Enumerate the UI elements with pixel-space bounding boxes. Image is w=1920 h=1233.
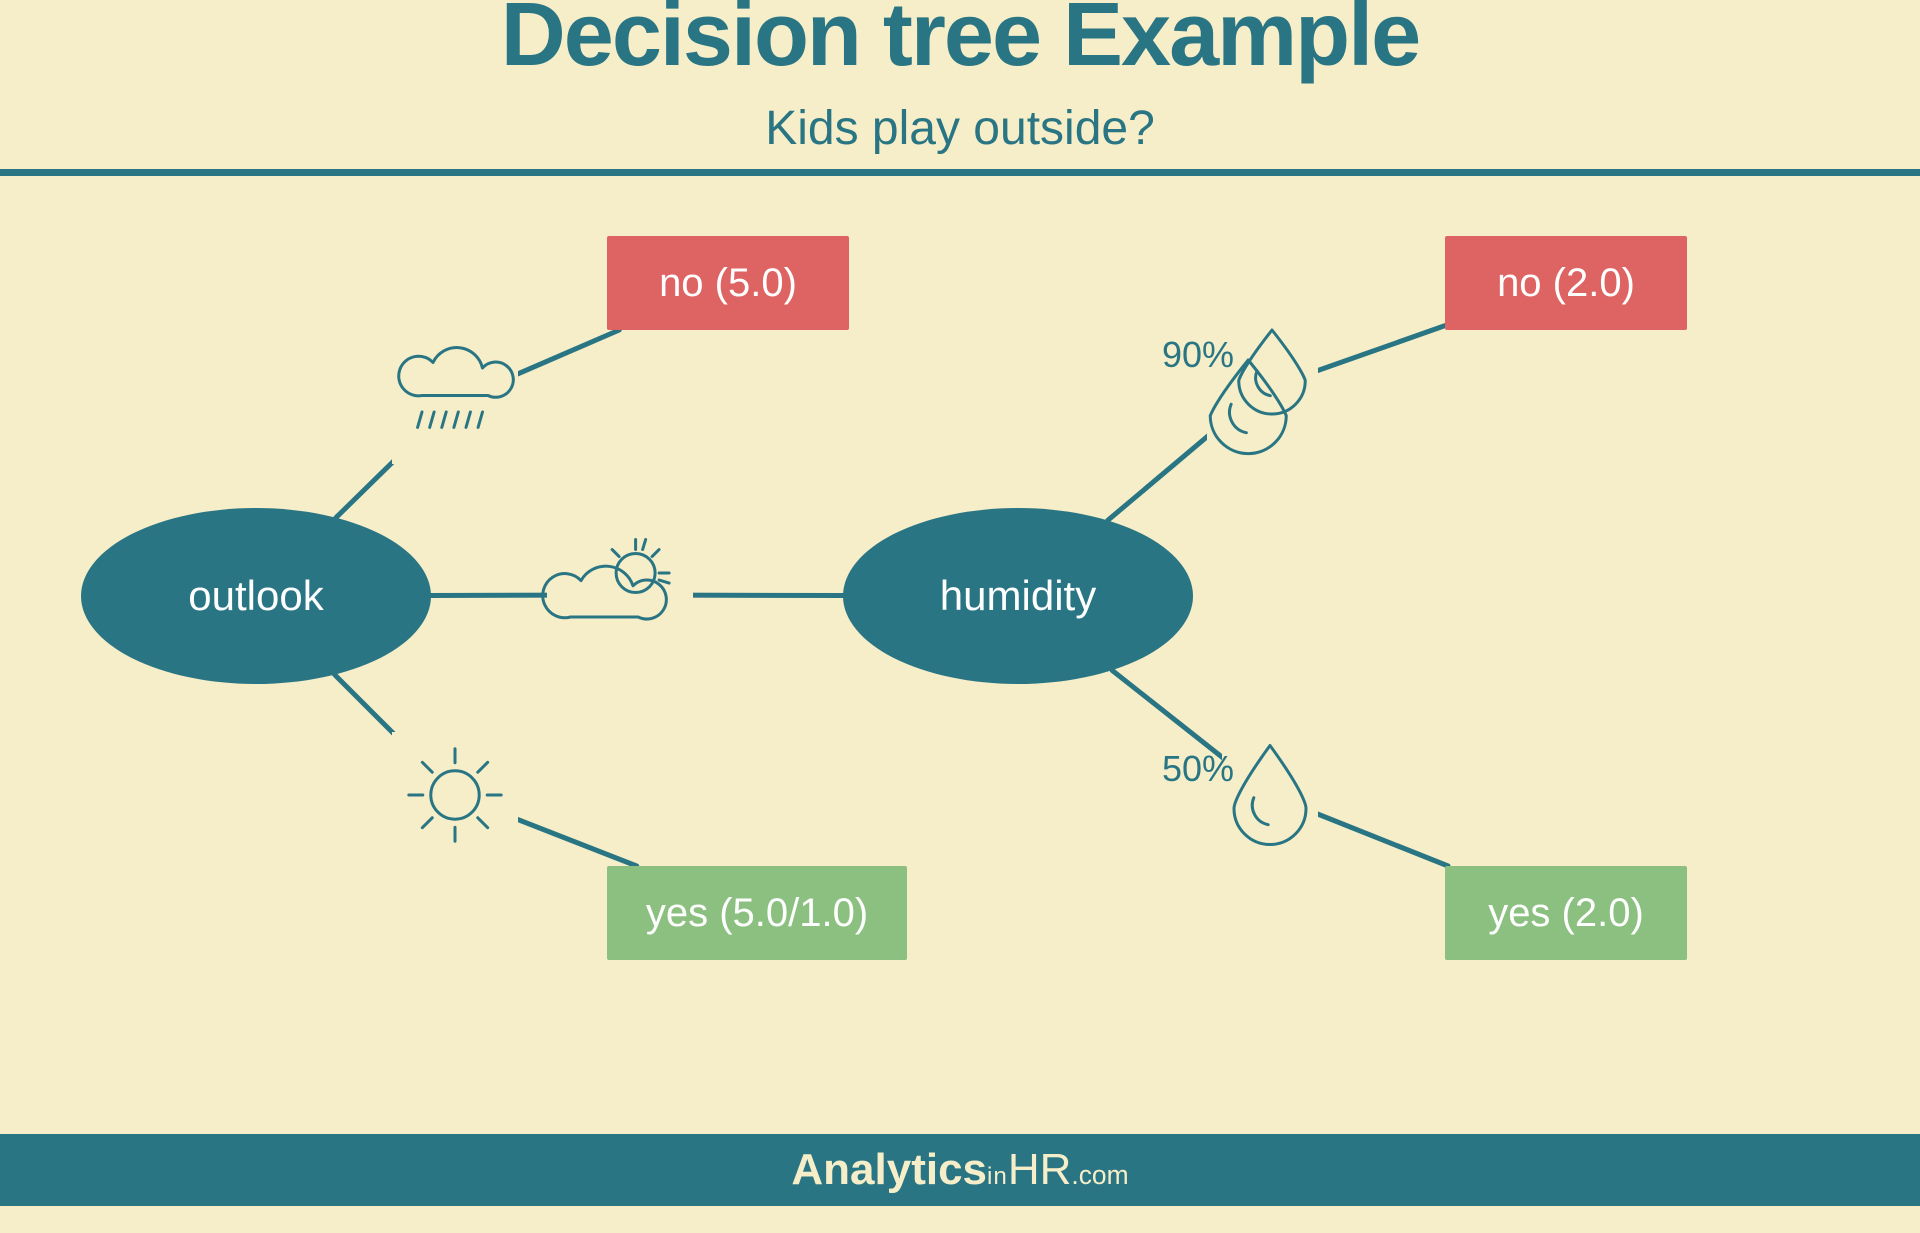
footer-brand-light: HR — [1008, 1145, 1072, 1194]
footer-brand: AnalyticsinHR.com — [791, 1145, 1128, 1195]
footer-brand-small: in — [987, 1163, 1008, 1190]
leaf-no2: no (2.0) — [1445, 236, 1687, 330]
edge-label: 50% — [1162, 748, 1234, 790]
footer-brand-tld: .com — [1071, 1160, 1128, 1190]
leaf-yes1: yes (5.0/1.0) — [607, 866, 907, 960]
leaf-yes2: yes (2.0) — [1445, 866, 1687, 960]
footer-bar: AnalyticsinHR.com — [0, 1134, 1920, 1206]
node-ellipse-humidity: humidity — [843, 508, 1193, 684]
node-ellipse-outlook: outlook — [81, 508, 431, 684]
diagram-stage: Decision tree Example Kids play outside?… — [0, 0, 1920, 1233]
leaf-no1: no (5.0) — [607, 236, 849, 330]
edge-label: 90% — [1162, 334, 1234, 376]
footer-brand-bold: Analytics — [791, 1145, 987, 1194]
